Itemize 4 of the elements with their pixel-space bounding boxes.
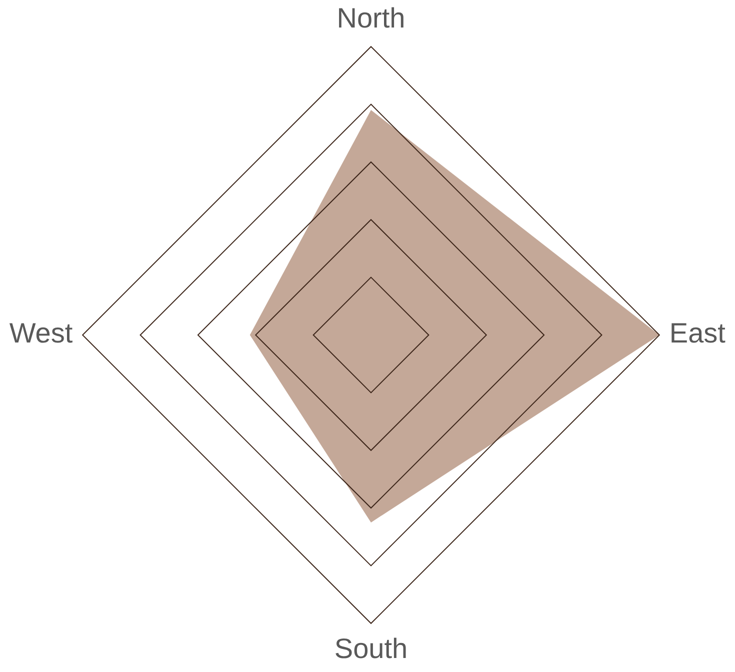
spoke-label: West <box>9 318 73 349</box>
spoke-label: North <box>336 2 406 34</box>
spoke-label: South <box>334 632 408 664</box>
spoke-label: East <box>669 318 726 349</box>
